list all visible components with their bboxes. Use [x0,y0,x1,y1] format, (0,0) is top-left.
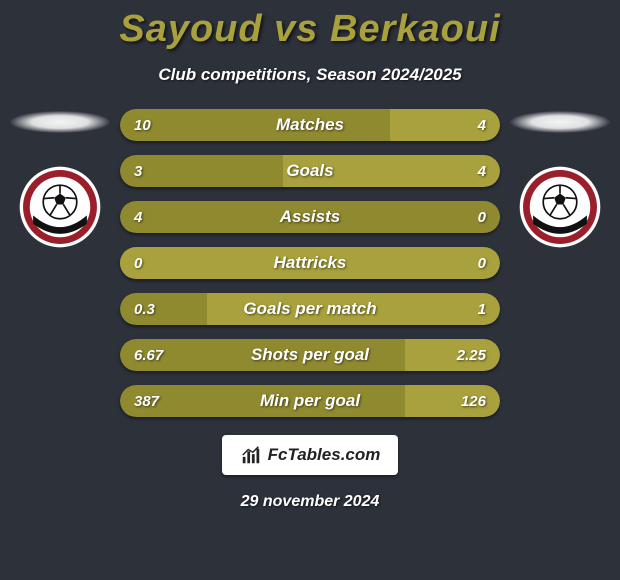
left-player-col [0,109,120,249]
stat-bar-left [120,385,405,417]
stat-bar-left [120,339,405,371]
branding-chart-icon [240,444,262,466]
player1-silhouette-base [10,111,110,133]
stat-bar-right [390,109,500,141]
stat-bar-left [120,293,207,325]
player2-club-badge [518,165,602,249]
player1-name: Sayoud [119,8,262,50]
date-line: 29 november 2024 [0,493,620,511]
stat-bar-right [120,247,500,279]
player2-silhouette-base [510,111,610,133]
branding-text: FcTables.com [268,445,381,465]
stat-row: 0.31Goals per match [120,293,500,325]
stat-row: 104Matches [120,109,500,141]
stat-bar-right [405,385,500,417]
stat-row: 6.672.25Shots per goal [120,339,500,371]
stat-bar-left [120,201,500,233]
player1-club-badge [18,165,102,249]
stat-row: 00Hattricks [120,247,500,279]
stat-bar-left [120,155,283,187]
stat-bar-left [120,109,390,141]
branding-badge[interactable]: FcTables.com [222,435,398,475]
player2-name: Berkaoui [330,8,501,50]
page-title: Sayoud vs Berkaoui [0,0,620,51]
stat-bar-right [283,155,500,187]
subtitle: Club competitions, Season 2024/2025 [0,65,620,85]
stat-row: 387126Min per goal [120,385,500,417]
comparison-stage: 104Matches 34Goals 40Assists 00Hattricks 0.3… [0,109,620,417]
vs-word: vs [274,8,318,50]
stat-row: 40Assists [120,201,500,233]
stats-rows: 104Matches 34Goals 40Assists 00Hattricks 0.3… [120,109,500,417]
right-player-col [500,109,620,249]
stat-row: 34Goals [120,155,500,187]
stat-bar-right [405,339,500,371]
stat-bar-right [207,293,500,325]
